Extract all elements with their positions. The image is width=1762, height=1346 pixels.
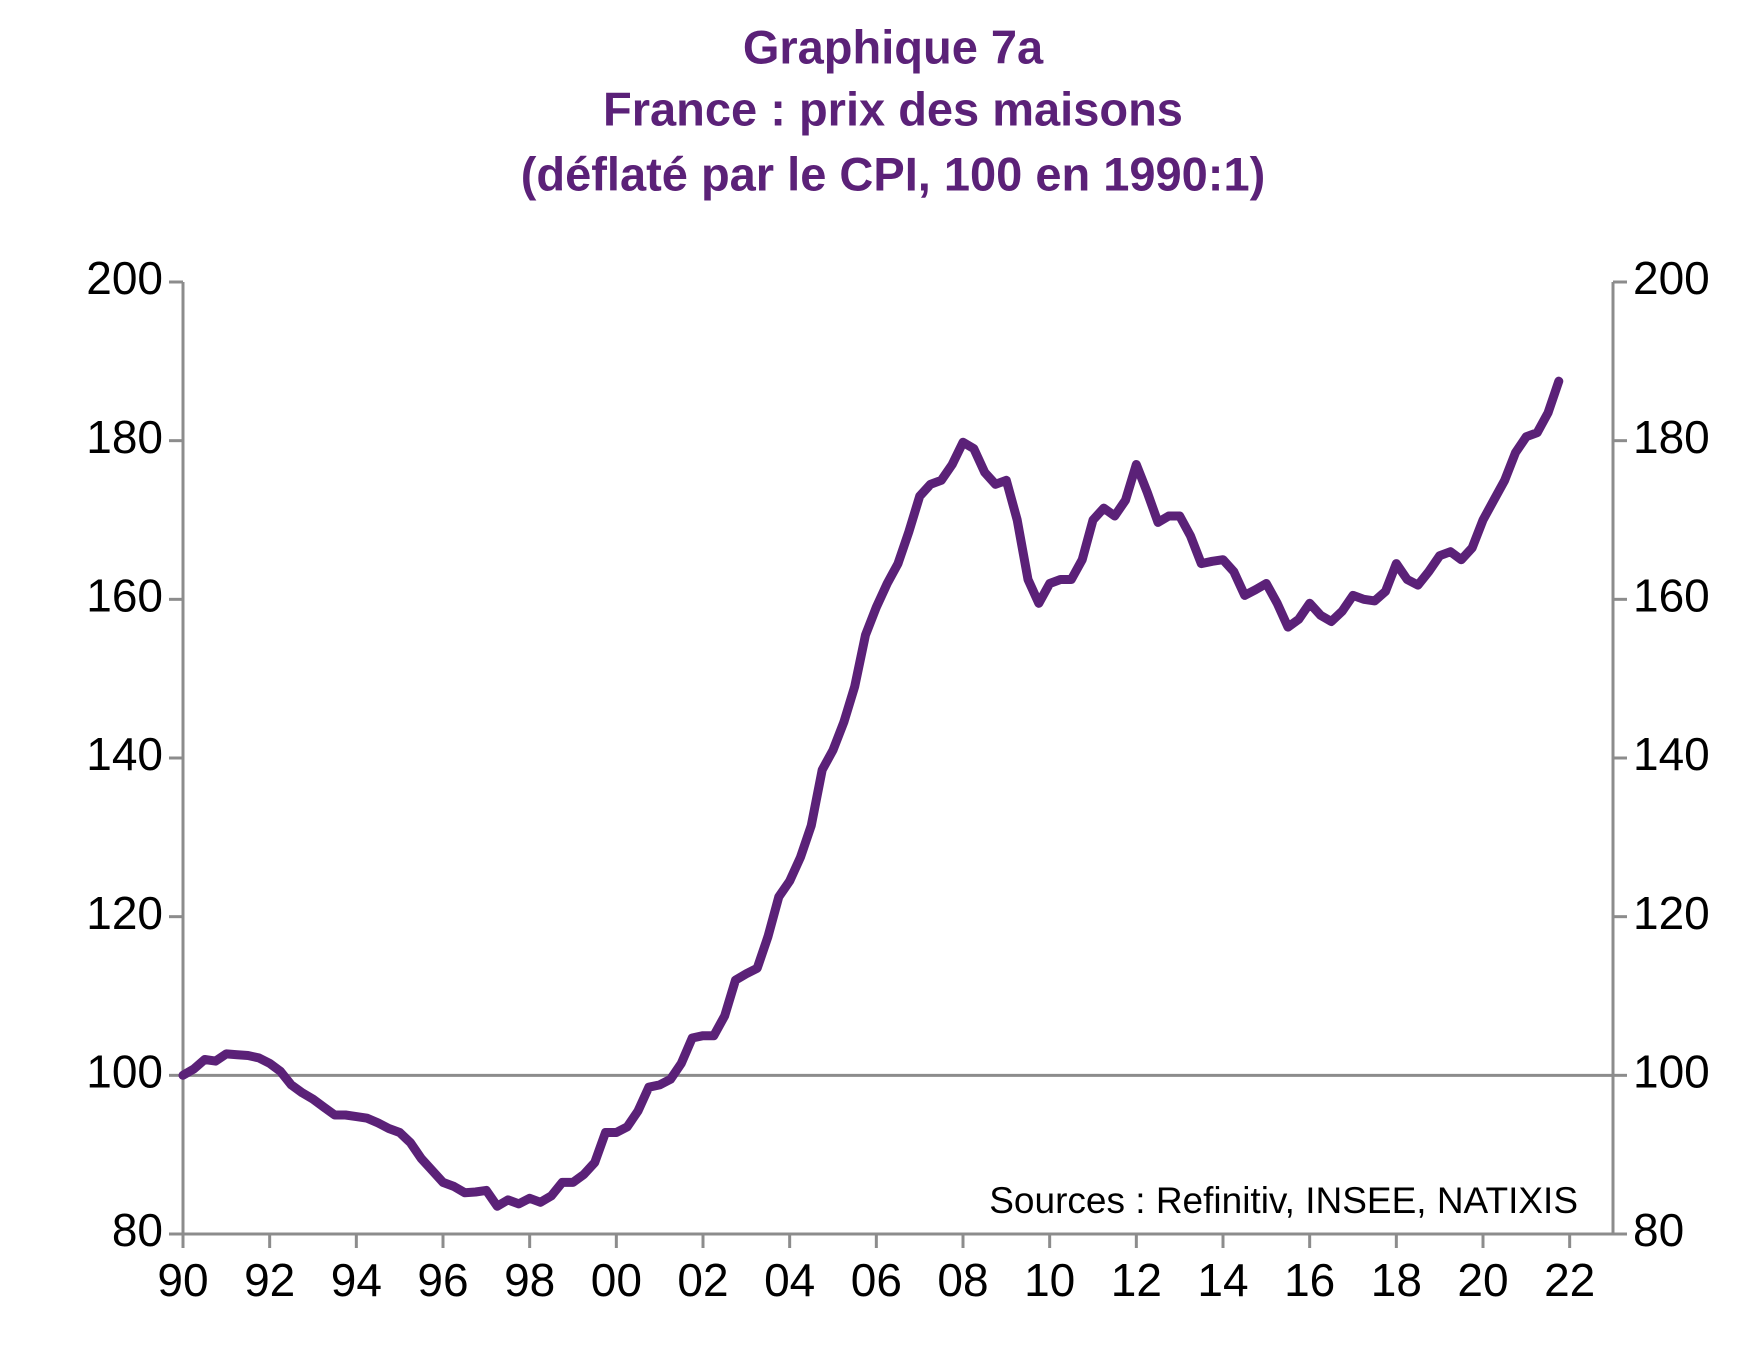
x-tick-label: 20 bbox=[1457, 1254, 1508, 1306]
x-tick-label: 96 bbox=[417, 1254, 468, 1306]
y-tick-label: 140 bbox=[86, 728, 163, 780]
x-tick-label: 08 bbox=[937, 1254, 988, 1306]
x-tick-label: 12 bbox=[1111, 1254, 1162, 1306]
x-tick-label: 98 bbox=[504, 1254, 555, 1306]
y-tick-label: 180 bbox=[86, 411, 163, 463]
x-tick-label: 22 bbox=[1544, 1254, 1595, 1306]
y-tick-label: 80 bbox=[112, 1204, 163, 1256]
y-tick-label: 100 bbox=[86, 1045, 163, 1097]
x-tick-label: 16 bbox=[1284, 1254, 1335, 1306]
y-tick-label: 160 bbox=[86, 569, 163, 621]
x-tick-label: 00 bbox=[591, 1254, 642, 1306]
x-tick-label: 90 bbox=[157, 1254, 208, 1306]
x-tick-label: 10 bbox=[1024, 1254, 1075, 1306]
x-tick-label: 94 bbox=[331, 1254, 382, 1306]
y2-tick-label: 200 bbox=[1633, 252, 1710, 304]
x-tick-label: 02 bbox=[677, 1254, 728, 1306]
y2-tick-label: 100 bbox=[1633, 1045, 1710, 1097]
y2-tick-label: 180 bbox=[1633, 411, 1710, 463]
y-tick-label: 120 bbox=[86, 887, 163, 939]
y2-tick-label: 160 bbox=[1633, 569, 1710, 621]
x-tick-label: 04 bbox=[764, 1254, 815, 1306]
chart-title: (déflaté par le CPI, 100 en 1990:1) bbox=[521, 147, 1266, 200]
y2-tick-label: 120 bbox=[1633, 887, 1710, 939]
source-note: Sources : Refinitiv, INSEE, NATIXIS bbox=[989, 1180, 1578, 1221]
x-tick-label: 06 bbox=[851, 1254, 902, 1306]
x-tick-label: 92 bbox=[244, 1254, 295, 1306]
chart-title: France : prix des maisons bbox=[603, 82, 1183, 135]
x-tick-label: 14 bbox=[1197, 1254, 1248, 1306]
data-line bbox=[178, 376, 1564, 1211]
y-tick-label: 200 bbox=[86, 252, 163, 304]
chart-title: Graphique 7a bbox=[743, 20, 1044, 73]
y2-tick-label: 140 bbox=[1633, 728, 1710, 780]
x-tick-label: 18 bbox=[1371, 1254, 1422, 1306]
y2-tick-label: 80 bbox=[1633, 1204, 1684, 1256]
